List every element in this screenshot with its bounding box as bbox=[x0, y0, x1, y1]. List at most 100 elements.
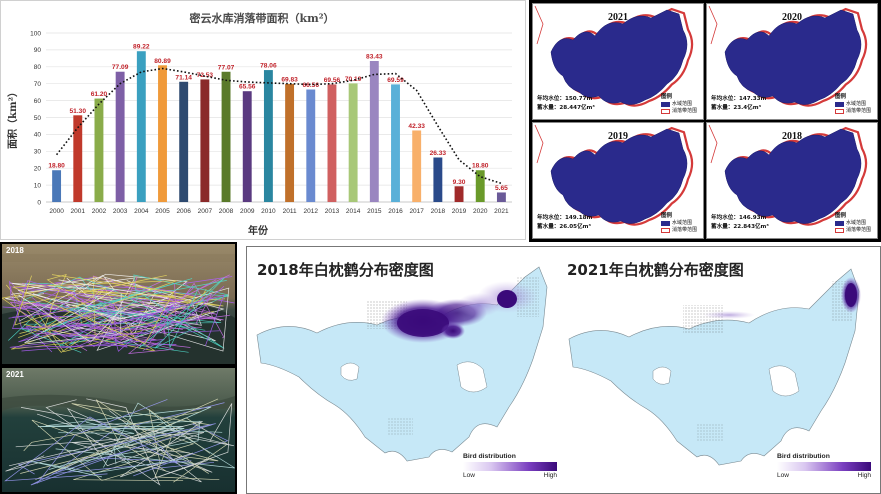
y-tick-label: 10 bbox=[34, 182, 42, 189]
bar-2006 bbox=[179, 81, 189, 202]
data-label-2019: 9.30 bbox=[453, 179, 466, 186]
bar-2003 bbox=[115, 71, 125, 203]
x-tick-label: 2009 bbox=[240, 208, 255, 215]
x-tick-label: 2020 bbox=[473, 208, 488, 215]
flight-track bbox=[59, 274, 229, 347]
x-tick-label: 2000 bbox=[49, 208, 64, 215]
reservoir-map-2019: 2019 年均水位：149.18m 蓄水量：26.05亿m³ 图例 水域范围 消落带范围 bbox=[532, 122, 704, 239]
x-tick-label: 2013 bbox=[325, 208, 340, 215]
y-tick-label: 100 bbox=[30, 30, 41, 37]
data-label-2015: 83.43 bbox=[366, 54, 383, 61]
satellite-2021-track-map bbox=[2, 368, 235, 492]
bar-2015 bbox=[369, 61, 379, 203]
chart-title: 密云水库消落带面积（km²） bbox=[189, 11, 334, 25]
map-legend-marsh: 消落带范围 bbox=[846, 108, 872, 114]
flight-track bbox=[146, 282, 225, 348]
x-tick-label: 2005 bbox=[155, 208, 170, 215]
data-label-2001: 51.30 bbox=[70, 108, 87, 115]
map-legend: 图例 水域范围 消落带范围 bbox=[661, 94, 697, 115]
x-tick-label: 2014 bbox=[346, 208, 361, 215]
map-legend-title: 图例 bbox=[835, 94, 847, 100]
map-year-label: 2018 bbox=[782, 131, 802, 142]
bar-2005 bbox=[158, 65, 167, 202]
satellite-2018-track-map bbox=[1, 244, 235, 364]
data-label-2017: 42.33 bbox=[408, 123, 425, 130]
density-hotspots-2021 bbox=[703, 277, 861, 319]
map-legend-water: 水域范围 bbox=[672, 220, 693, 226]
flight-track bbox=[9, 282, 224, 352]
density-maps-graphic bbox=[256, 266, 861, 466]
map-year-label: 2020 bbox=[782, 12, 802, 23]
map-legend-title: 图例 bbox=[835, 213, 847, 219]
reservoir-map-2021: 2021 年均水位：150.77m 蓄水量：28.447亿m³ 图例 水域范围 消落带范围 bbox=[532, 3, 704, 120]
map-legend-title: 图例 bbox=[661, 213, 673, 219]
bar-2012 bbox=[306, 89, 316, 202]
reservoir-map-2020: 2020 年均水位：147.33m 蓄水量：23.4亿m³ 图例 水域范围 消落带范围 bbox=[706, 3, 878, 120]
flight-track bbox=[55, 402, 235, 469]
flight-track bbox=[152, 437, 220, 481]
flight-track bbox=[2, 289, 134, 318]
flight-track bbox=[21, 339, 165, 352]
density-hotspots-2018 bbox=[381, 281, 537, 343]
y-tick-label: 80 bbox=[34, 64, 42, 71]
area-bar-chart-panel: 密云水库消落带面积（km²） 0 10 20 30 40 50 60 70 80 90 100 200… bbox=[0, 0, 526, 240]
bar-2013 bbox=[327, 84, 337, 202]
map-legend-marsh: 消落带范围 bbox=[846, 227, 872, 233]
map-water-level: 年均水位：150.77m bbox=[537, 96, 593, 102]
bar-2021 bbox=[496, 192, 506, 202]
flight-track bbox=[133, 423, 229, 477]
bar-2008 bbox=[221, 71, 231, 202]
flight-track bbox=[5, 421, 203, 478]
flight-track bbox=[127, 277, 177, 317]
flight-track bbox=[18, 277, 230, 352]
bird-legend-low: Low bbox=[463, 472, 475, 479]
x-tick-label: 2002 bbox=[92, 208, 107, 215]
y-tick-label: 30 bbox=[34, 149, 42, 156]
data-label-2004: 89.22 bbox=[133, 44, 150, 51]
flight-track bbox=[151, 403, 233, 480]
bar-2014 bbox=[348, 83, 358, 202]
flight-track bbox=[71, 410, 202, 483]
marsh-swatch bbox=[835, 109, 844, 114]
density-title-2021: 2021年白枕鹤分布密度图 bbox=[567, 261, 744, 279]
data-label-2007: 72.53 bbox=[197, 72, 214, 79]
bar-2010 bbox=[263, 70, 273, 202]
map-storage: 蓄水量：22.843亿m³ bbox=[711, 224, 769, 230]
satellite-image-2021: 2021 bbox=[2, 368, 235, 492]
y-tick-label: 70 bbox=[34, 81, 42, 88]
map-legend-water: 水域范围 bbox=[672, 101, 693, 107]
reservoir-maps-panel: 2021 年均水位：150.77m 蓄水量：28.447亿m³ 图例 水域范围 消落带范围… bbox=[529, 0, 881, 242]
chart-bars bbox=[52, 51, 506, 203]
bird-legend-gradient bbox=[777, 462, 871, 471]
x-tick-label: 2019 bbox=[452, 208, 467, 215]
x-tick-label: 2007 bbox=[198, 208, 213, 215]
x-tick-label: 2016 bbox=[388, 208, 403, 215]
x-tick-label: 2010 bbox=[261, 208, 276, 215]
map-legend-water: 水域范围 bbox=[846, 220, 867, 226]
data-label-2000: 18.80 bbox=[48, 163, 65, 170]
data-label-2021: 5.65 bbox=[495, 185, 508, 192]
bar-2004 bbox=[136, 51, 146, 202]
bird-legend-high: High bbox=[857, 472, 871, 479]
flight-track bbox=[138, 277, 225, 349]
data-label-2006: 71.14 bbox=[175, 74, 192, 81]
bar-2020 bbox=[475, 170, 485, 202]
map-water-level: 年均水位：146.93m bbox=[711, 215, 767, 221]
x-axis-title: 年份 bbox=[248, 224, 269, 237]
map-stats: 年均水位：147.33m 蓄水量：23.4亿m³ bbox=[711, 95, 766, 113]
density-title-2018: 2018年白枕鹤分布密度图 bbox=[257, 261, 434, 279]
map-water-level: 年均水位：149.18m bbox=[537, 215, 593, 221]
data-label-2010: 78.06 bbox=[260, 63, 277, 70]
satellite-year-label-2018: 2018 bbox=[6, 246, 24, 255]
x-tick-label: 2018 bbox=[431, 208, 446, 215]
trend-line bbox=[55, 67, 502, 185]
x-tick-label: 2003 bbox=[113, 208, 128, 215]
map-legend: 图例 水域范围 消落带范围 bbox=[661, 213, 697, 234]
map-stats: 年均水位：149.18m 蓄水量：26.05亿m³ bbox=[537, 214, 592, 232]
flight-track bbox=[24, 282, 75, 291]
map-storage: 蓄水量：28.447亿m³ bbox=[537, 105, 595, 111]
flight-track bbox=[22, 276, 206, 331]
flight-track bbox=[31, 457, 188, 478]
bar-2019 bbox=[454, 186, 464, 202]
flight-track bbox=[154, 293, 231, 326]
